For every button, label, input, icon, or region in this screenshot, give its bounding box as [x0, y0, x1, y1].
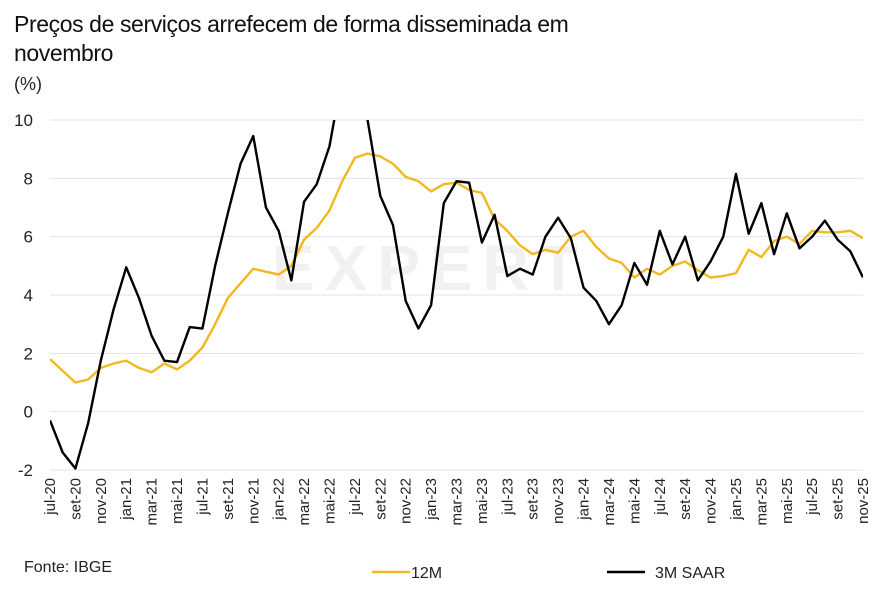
chart-title: Preços de serviços arrefecem de forma di…: [14, 11, 569, 66]
legend-label: 12M: [411, 565, 442, 582]
x-tick-label: jul-20: [42, 478, 59, 516]
x-tick-label: mai-21: [169, 478, 186, 524]
x-tick-label: set-22: [372, 478, 389, 520]
x-tick-label: nov-22: [398, 478, 415, 524]
x-tick-label: mar-22: [296, 478, 313, 526]
x-tick-label: nov-25: [855, 478, 872, 524]
series-group: [50, 120, 863, 470]
x-tick-label: mai-22: [321, 478, 338, 524]
x-tick-label: nov-20: [93, 478, 110, 524]
y-tick-label: -2: [18, 461, 33, 480]
x-tick-label: nov-23: [550, 478, 567, 524]
y-tick-label: 2: [24, 344, 33, 363]
x-tick-label: set-20: [67, 478, 84, 520]
x-tick-label: nov-24: [703, 478, 720, 524]
gridlines: [50, 119, 863, 471]
x-tick-label: jan-24: [576, 478, 593, 521]
x-tick-label: jul-25: [804, 478, 821, 516]
x-tick-label: mar-24: [601, 478, 618, 526]
y-tick-label: 8: [24, 169, 33, 188]
series-line-3m-saar: [50, 120, 863, 470]
x-tick-label: mar-25: [753, 478, 770, 526]
x-tick-label: mai-25: [779, 478, 796, 524]
x-tick-label: mar-23: [449, 478, 466, 526]
x-tick-label: jul-21: [194, 478, 211, 516]
y-tick-label: 4: [24, 286, 33, 305]
x-tick-label: set-24: [677, 478, 694, 520]
x-tick-label: mar-21: [144, 478, 161, 526]
x-tick-label: mai-23: [474, 478, 491, 524]
x-tick-label: set-21: [220, 478, 237, 520]
y-tick-label: 6: [24, 228, 33, 247]
legend: 12M 3M SAAR: [372, 565, 725, 582]
x-tick-label: jan-22: [271, 478, 288, 521]
y-tick-label: 10: [14, 111, 33, 130]
x-tick-label: jan-21: [118, 478, 135, 521]
x-tick-label: jan-23: [423, 478, 440, 521]
y-axis-ticks: -2 0 2 4 6 8 10: [14, 111, 33, 480]
source-note: Fonte: IBGE: [24, 559, 113, 576]
y-axis-unit-label: (%): [14, 74, 42, 94]
x-axis-ticks: jul-20 set-20 nov-20 jan-21 mar-21 mai-21 jul-…: [42, 478, 872, 526]
x-tick-label: mai-24: [626, 478, 643, 524]
y-tick-label: 0: [24, 403, 33, 422]
x-tick-label: set-25: [830, 478, 847, 520]
x-tick-label: nov-21: [245, 478, 262, 524]
x-tick-label: set-23: [525, 478, 542, 520]
x-tick-label: jul-22: [347, 478, 364, 516]
x-tick-label: jul-23: [499, 478, 516, 516]
x-tick-label: jan-25: [728, 478, 745, 521]
legend-label: 3M SAAR: [655, 565, 725, 582]
x-tick-label: jul-24: [652, 478, 669, 516]
watermark: EXPERT: [272, 232, 588, 304]
